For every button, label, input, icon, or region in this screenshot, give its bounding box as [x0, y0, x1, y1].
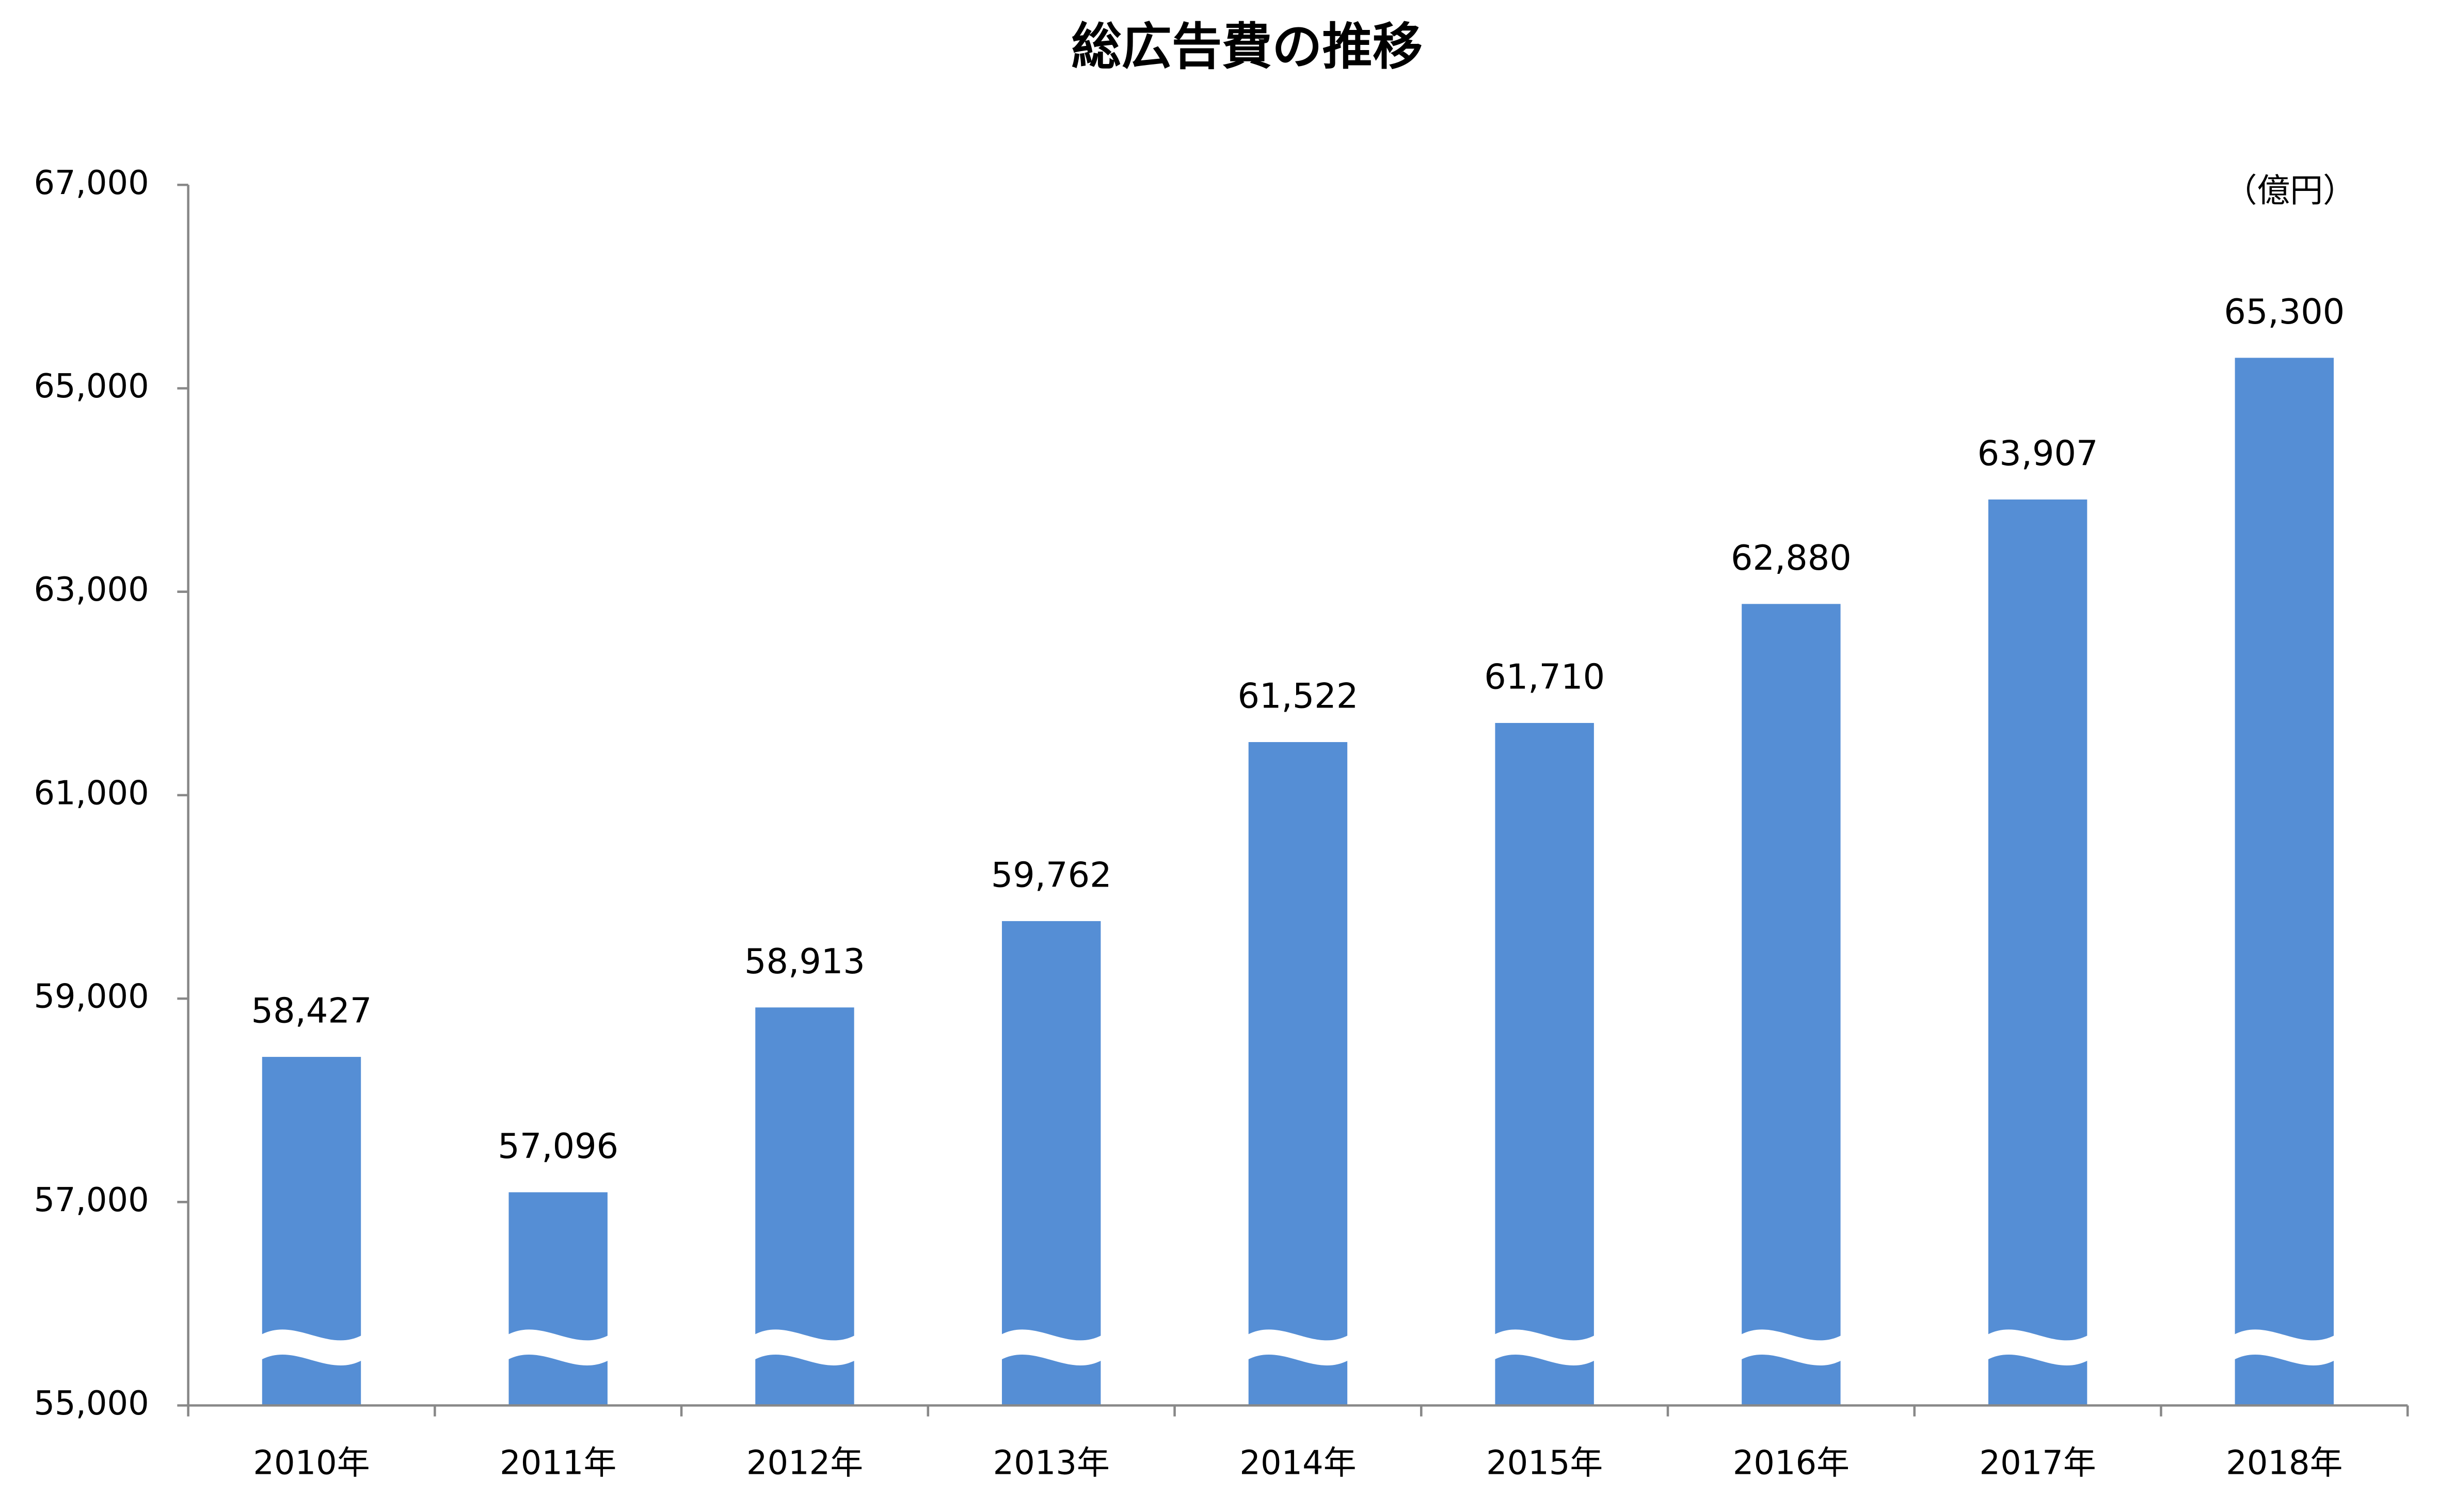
x-tick-label: 2011年	[500, 1444, 616, 1482]
x-tick-label: 2016年	[1733, 1444, 1850, 1482]
value-label: 62,880	[1731, 538, 1852, 578]
x-tick-label: 2014年	[1239, 1444, 1356, 1482]
bar	[1988, 499, 2087, 1406]
value-label: 65,300	[2224, 292, 2345, 332]
value-label: 61,710	[1484, 657, 1605, 697]
value-label: 58,913	[744, 941, 865, 982]
bar	[1495, 722, 1594, 1406]
x-tick-label: 2012年	[746, 1444, 863, 1482]
value-label: 61,522	[1237, 676, 1358, 716]
bar	[1248, 742, 1348, 1406]
axis-break	[1000, 1329, 1103, 1365]
axis-break	[2233, 1329, 2336, 1365]
value-label: 59,762	[991, 855, 1112, 895]
axis-break	[754, 1329, 856, 1365]
bar	[508, 1192, 608, 1406]
value-label: 57,096	[498, 1126, 618, 1166]
y-tick-label: 59,000	[34, 978, 149, 1016]
y-tick-label: 67,000	[34, 164, 149, 202]
axis-break	[260, 1329, 363, 1365]
axis-break	[1740, 1329, 1842, 1365]
axis-break	[507, 1329, 609, 1365]
x-tick-label: 2015年	[1486, 1444, 1603, 1482]
unit-label: （億円）	[2224, 172, 2356, 210]
y-tick-label: 57,000	[34, 1181, 149, 1219]
axis-break	[1493, 1329, 1596, 1365]
bar	[1742, 604, 1841, 1406]
y-tick-label: 65,000	[34, 367, 149, 406]
chart-title: 総広告費の推移	[1071, 18, 1423, 76]
bar	[2235, 358, 2334, 1406]
bar	[1001, 921, 1101, 1406]
value-label: 58,427	[251, 991, 372, 1031]
x-tick-label: 2013年	[993, 1444, 1110, 1482]
x-tick-label: 2010年	[253, 1444, 370, 1482]
x-tick-label: 2017年	[1980, 1444, 2096, 1482]
axis-break	[1247, 1329, 1349, 1365]
y-tick-label: 63,000	[34, 571, 149, 609]
value-label: 63,907	[1978, 433, 2098, 473]
y-tick-label: 55,000	[34, 1385, 149, 1423]
x-tick-label: 2018年	[2226, 1444, 2342, 1482]
y-tick-label: 61,000	[34, 774, 149, 812]
axis-break	[1986, 1329, 2089, 1365]
